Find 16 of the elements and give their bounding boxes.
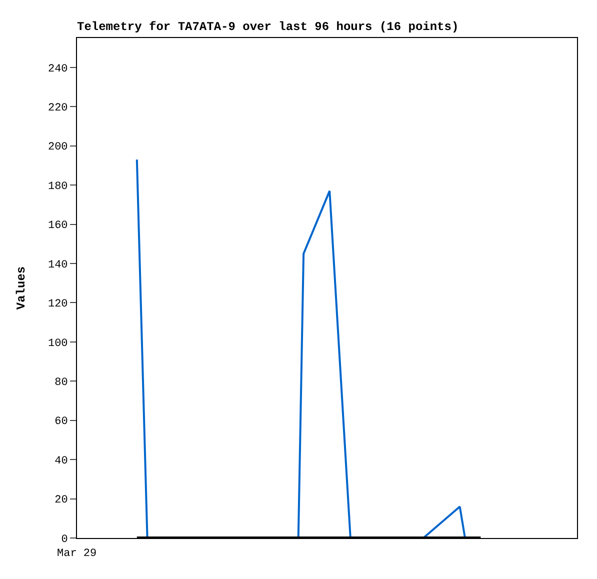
y-tick-label: 100	[48, 338, 68, 350]
y-tick-label: 240	[48, 63, 68, 76]
y-tick-label: 40	[54, 455, 68, 468]
y-tick-label: 200	[48, 142, 68, 154]
y-tick-label: 0	[61, 534, 68, 546]
y-tick-label: 120	[48, 298, 68, 311]
text: Mar 29	[57, 548, 97, 560]
y-tick-label: 140	[48, 259, 68, 272]
y-tick-label: 20	[54, 494, 68, 507]
chart-title: Telemetry for TA7ATA-9 over last 96 hours (16 points)	[77, 20, 459, 34]
y-tick-label: 160	[48, 220, 68, 232]
y-tick-label: 220	[48, 102, 68, 114]
y-tick-label: 180	[48, 180, 68, 193]
y-tick-label: 80	[54, 376, 68, 389]
y-tick-label: 60	[54, 416, 68, 428]
y-axis-title: Values	[14, 266, 28, 310]
